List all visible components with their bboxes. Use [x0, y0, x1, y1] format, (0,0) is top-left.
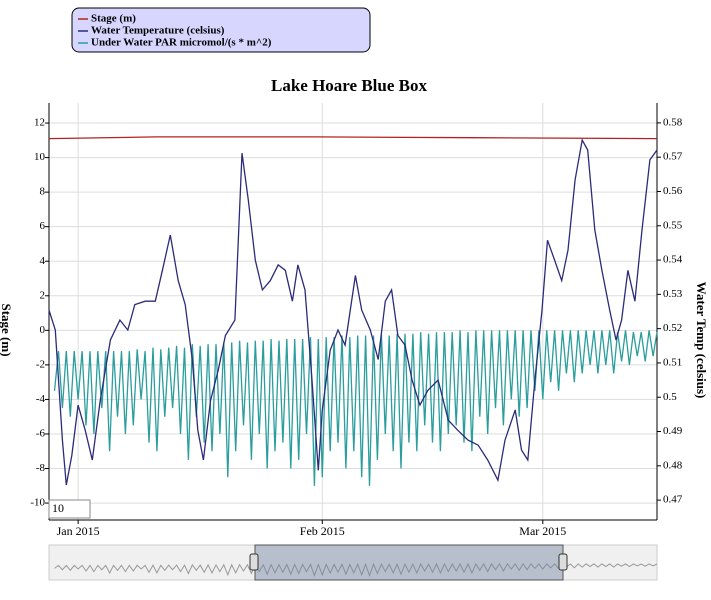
legend: Stage (m)Water Temperature (celsius)Unde…: [78, 13, 272, 49]
y2-tick-label: 0.47: [663, 494, 683, 506]
legend-box: [71, 7, 371, 53]
y-tick-label: 10: [34, 151, 46, 163]
mini-series-line: [54, 562, 658, 578]
range-window[interactable]: [254, 544, 564, 581]
plot-area: [48, 136, 658, 486]
range-handle-right[interactable]: [558, 553, 568, 571]
x-tick-label: Feb 2015: [300, 524, 345, 538]
y2-tick-label: 0.54: [663, 254, 683, 266]
roll-period-value: 10: [52, 501, 64, 515]
legend-label: Stage (m): [91, 13, 136, 25]
y-tick-label: -2: [36, 358, 45, 370]
y-tick-label: 0: [40, 324, 46, 336]
y-axis-label: Stage (m): [0, 303, 14, 356]
y-tick-label: 12: [34, 117, 45, 129]
legend-label: Water Temperature (celsius): [91, 25, 225, 37]
y2-axis-label: Water Temp (celsius): [694, 282, 709, 399]
y-tick-label: -4: [36, 393, 46, 405]
roll-period-input[interactable]: [48, 499, 91, 519]
y2-tick-label: 0.52: [663, 322, 682, 334]
x-tick-label: Mar 2015: [519, 524, 566, 538]
range-handle-left[interactable]: [249, 553, 259, 571]
range-mini-plot: [54, 562, 658, 578]
y-tick-label: 4: [40, 255, 46, 267]
chart-title: Lake Hoare Blue Box: [271, 76, 427, 95]
y2-tick-label: 0.57: [663, 151, 683, 163]
y-tick-label: -10: [30, 497, 45, 509]
x-tick-label: Jan 2015: [57, 524, 100, 538]
y-tick-label: 2: [40, 289, 46, 301]
y2-tick-label: 0.53: [663, 288, 683, 300]
y-tick-label: -6: [36, 428, 46, 440]
y-tick-label: 8: [40, 186, 46, 198]
y2-tick-label: 0.56: [663, 185, 683, 197]
series-line: [53, 330, 658, 486]
series-line: [48, 138, 658, 486]
grid: -10 -8 -6 -4 -2 0 2 4 6 8 10 12 0.47 0.48 0.49 0.5 0.51 0…: [30, 103, 683, 538]
y2-tick-label: 0.58: [663, 116, 683, 128]
y2-tick-label: 0.55: [663, 219, 683, 231]
y2-tick-label: 0.49: [663, 425, 683, 437]
y2-tick-label: 0.51: [663, 356, 682, 368]
y2-tick-label: 0.48: [663, 459, 683, 471]
y-tick-label: -8: [36, 462, 46, 474]
y-tick-label: 6: [40, 220, 46, 232]
series-line: [48, 136, 658, 140]
legend-label: Under Water PAR micromol/(s * m^2): [91, 37, 272, 49]
y2-tick-label: 0.5: [663, 391, 677, 403]
